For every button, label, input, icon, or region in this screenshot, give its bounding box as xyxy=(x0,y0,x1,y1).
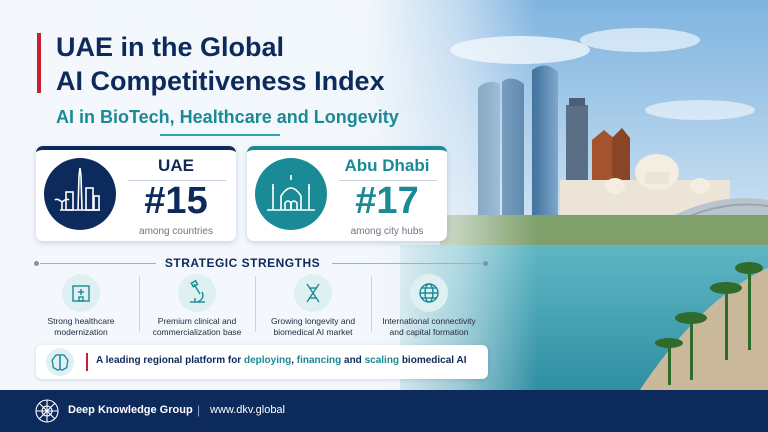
abu-dhabi-card-divider xyxy=(339,180,437,181)
strength-item: Premium clinical and commercialization b… xyxy=(138,274,256,338)
platform-banner: A leading regional platform for deployin… xyxy=(36,345,488,379)
strength-label-line-1: Growing longevity and xyxy=(270,316,356,326)
brain-icon xyxy=(46,348,74,376)
strength-label-line-2: biomedical AI market xyxy=(273,327,353,337)
microscope-icon xyxy=(178,274,216,312)
strength-label-line-1: Strong healthcare xyxy=(47,316,115,326)
uae-card-divider xyxy=(128,180,226,181)
strength-label-line-1: Premium clinical and xyxy=(157,316,237,326)
strength-label: International connectivity and capital f… xyxy=(370,316,488,338)
strength-item: Strong healthcare modernization xyxy=(22,274,140,338)
footer-separator: | xyxy=(197,403,201,417)
strength-label: Premium clinical and commercialization b… xyxy=(138,316,256,338)
strength-label-line-2: commercialization base xyxy=(152,327,242,337)
strength-label: Strong healthcare modernization xyxy=(22,316,140,338)
footer-url-link[interactable]: www.dkv.global xyxy=(210,404,285,416)
hospital-icon xyxy=(62,274,100,312)
strengths-right-dot xyxy=(483,261,488,266)
strengths-right-rule xyxy=(332,263,482,264)
banner-highlight-financing: financing xyxy=(296,355,342,366)
banner-accent-bar xyxy=(86,353,88,371)
footer-org-name: Deep Knowledge Group xyxy=(68,404,193,416)
abu-dhabi-card-rank: #17 xyxy=(355,180,419,222)
banner-text-separator: , xyxy=(291,355,297,366)
strength-label-line-2: and capital formation xyxy=(389,327,469,337)
uae-rank-card: UAE #15 among countries xyxy=(36,146,236,241)
banner-text-prefix: A leading regional platform for xyxy=(96,355,244,366)
page-subtitle: AI in BioTech, Healthcare and Longevity xyxy=(56,107,399,127)
strength-item: International connectivity and capital f… xyxy=(370,274,488,338)
strength-divider xyxy=(139,276,140,332)
subtitle-underline xyxy=(160,134,280,136)
mosque-icon xyxy=(255,158,327,230)
strength-divider xyxy=(371,276,372,332)
banner-text-suffix: biomedical AI xyxy=(399,355,467,366)
page-title: UAE in the Global AI Competitiveness Ind… xyxy=(56,30,385,98)
globe-icon xyxy=(410,274,448,312)
banner-text: A leading regional platform for deployin… xyxy=(96,355,466,366)
abu-dhabi-card-subtext: among city hubs xyxy=(350,226,424,237)
uae-skyline-icon xyxy=(44,158,116,230)
strengths-left-rule xyxy=(40,263,156,264)
banner-highlight-scaling: scaling xyxy=(364,355,400,366)
uae-card-subtext: among countries xyxy=(139,226,213,237)
dkg-logo-icon xyxy=(34,398,60,424)
banner-highlight-deploying: deploying xyxy=(243,355,292,366)
uae-card-name: UAE xyxy=(158,156,194,175)
strength-item: Growing longevity and biomedical AI mark… xyxy=(254,274,372,338)
title-line-1: UAE in the Global xyxy=(56,32,285,62)
strength-label-line-2: modernization xyxy=(54,327,108,337)
strength-divider xyxy=(255,276,256,332)
abu-dhabi-card-name: Abu Dhabi xyxy=(344,156,430,175)
title-line-2: AI Competitiveness Index xyxy=(56,66,385,96)
uae-card-rank: #15 xyxy=(144,180,208,222)
strengths-left-dot xyxy=(34,261,39,266)
abu-dhabi-rank-card: Abu Dhabi #17 among city hubs xyxy=(247,146,447,241)
footer: Deep Knowledge Group | www.dkv.global xyxy=(0,390,768,432)
title-accent-bar xyxy=(37,33,41,93)
strength-label-line-1: International connectivity xyxy=(382,316,476,326)
banner-text-separator: and xyxy=(341,355,365,366)
strength-label: Growing longevity and biomedical AI mark… xyxy=(254,316,372,338)
strengths-heading: STRATEGIC STRENGTHS xyxy=(164,256,321,270)
dna-icon xyxy=(294,274,332,312)
